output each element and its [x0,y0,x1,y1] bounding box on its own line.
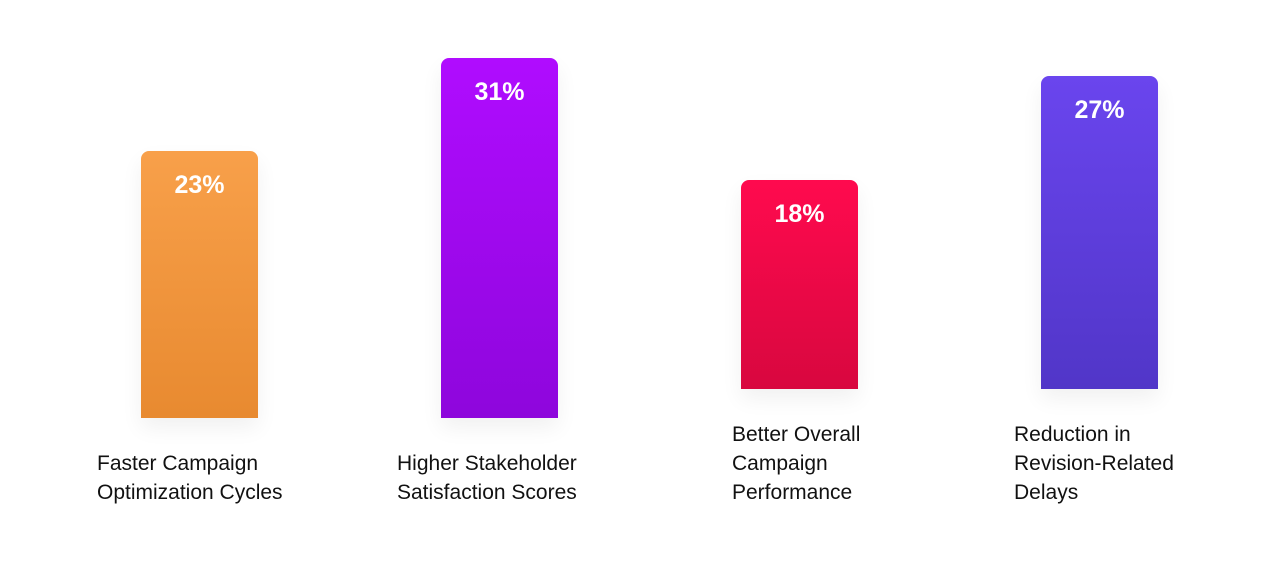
category-label-line: Optimization Cycles [97,481,283,504]
category-label-line: Reduction in [1014,423,1131,446]
bar-2: 31% [441,58,558,418]
category-label: Better Overall Campaign Performance [732,420,952,507]
category-label-line: Revision-Related [1014,452,1174,475]
category-label: Reduction in Revision-Related Delays [1014,420,1234,507]
category-label-line: Better Overall [732,423,861,446]
bar-1: 23% [141,151,258,418]
bar-4: 27% [1041,75,1158,389]
bar-value-label: 23% [174,171,225,199]
category-label: Higher Stakeholder Satisfaction Scores [397,449,617,507]
bar-value-label: 27% [1074,95,1125,124]
bar-value-label: 18% [774,200,825,229]
category-label: Faster Campaign Optimization Cycles [97,449,317,507]
bar-value-label: 31% [474,78,525,107]
category-label-line: Delays [1014,481,1079,504]
category-label-line: Performance [732,481,853,504]
category-label-line: Faster Campaign [97,452,259,475]
category-label-line: Higher Stakeholder [397,452,577,475]
category-label-line: Campaign [732,452,828,475]
category-label-line: Satisfaction Scores [397,481,577,504]
bar-3: 18% [741,180,858,389]
